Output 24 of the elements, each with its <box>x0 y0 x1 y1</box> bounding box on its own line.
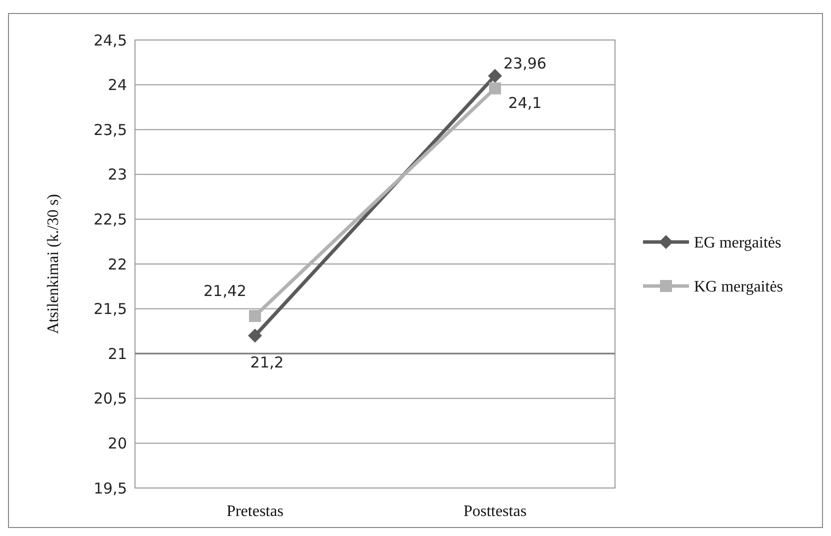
x-tick-label: Posttestas <box>463 503 527 520</box>
data-label: 21,42 <box>204 282 246 300</box>
point <box>488 68 502 83</box>
y-tick-label: 20,5 <box>94 390 127 408</box>
y-tick-label: 20 <box>108 434 127 452</box>
y-tick-label: 23,5 <box>94 120 127 139</box>
y-tick-label: 24,5 <box>94 31 127 50</box>
y-tick-label: 22,5 <box>94 210 127 228</box>
data-label: 23,96 <box>504 54 546 72</box>
point <box>249 310 261 322</box>
data-label: 24,1 <box>508 94 542 112</box>
legend-label: EG mergaitės <box>694 234 782 252</box>
y-axis-title: Atsilenkimai (k./30 s) <box>45 194 62 334</box>
y-tick-label: 19,5 <box>94 479 127 498</box>
legend-label: KG mergaitės <box>694 278 784 296</box>
y-tick-label: 21 <box>108 344 127 363</box>
y-tick-label: 23 <box>108 166 127 184</box>
point <box>248 328 262 343</box>
data-label: 21,2 <box>250 354 284 372</box>
x-tick-label: Pretestas <box>226 503 284 520</box>
y-tick-label: 21,5 <box>94 300 127 318</box>
y-tick-label: 24 <box>108 76 127 94</box>
y-tick-label: 22 <box>108 255 127 274</box>
point <box>489 82 501 94</box>
